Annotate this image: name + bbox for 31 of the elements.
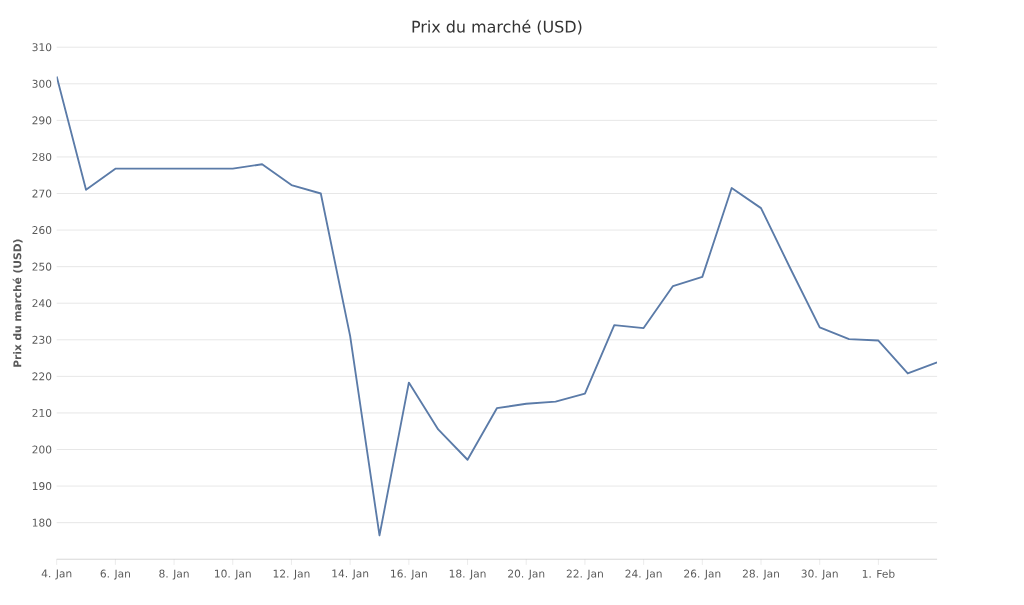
x-tick-label: 28. Jan: [742, 569, 779, 580]
x-tick-label: 26. Jan: [684, 569, 721, 580]
x-tick-label: 16. Jan: [391, 569, 427, 580]
x-tick-label: 20. Jan: [508, 569, 545, 580]
x-tick-label: 30. Jan: [801, 569, 838, 580]
x-tick-label: 24. Jan: [625, 569, 662, 580]
y-tick-label: 310: [32, 43, 52, 52]
y-tick-label: 260: [32, 226, 52, 235]
y-tick-label: 270: [32, 189, 52, 198]
chart-title: Prix du marché (USD): [412, 19, 582, 35]
x-tick-label: 1. Feb: [862, 569, 895, 579]
x-tick-label: 4. Jan: [41, 569, 72, 580]
x-tick-label: 10. Jan: [215, 569, 251, 580]
y-tick-label: 240: [32, 299, 52, 308]
x-tick-label: 22. Jan: [566, 569, 603, 580]
y-tick-label: 210: [32, 409, 52, 418]
y-tick-label: 230: [32, 335, 52, 345]
y-axis-title: Prix du marché (USD): [12, 239, 23, 368]
x-tick-label: 8. Jan: [159, 569, 189, 580]
x-tick-label: 18. Jan: [449, 569, 486, 580]
y-tick-label: 300: [32, 79, 52, 89]
x-tick-label: 14. Jan: [332, 569, 369, 580]
y-tick-label: 180: [32, 518, 52, 527]
x-tick-label: 6. Jan: [100, 569, 130, 580]
y-tick-label: 280: [32, 153, 52, 162]
x-tick-label: 12. Jan: [273, 569, 310, 580]
y-tick-label: 200: [32, 445, 52, 454]
y-tick-label: 220: [32, 372, 52, 381]
y-tick-label: 250: [32, 262, 52, 271]
y-tick-label: 290: [32, 116, 52, 125]
y-tick-label: 190: [32, 482, 52, 491]
